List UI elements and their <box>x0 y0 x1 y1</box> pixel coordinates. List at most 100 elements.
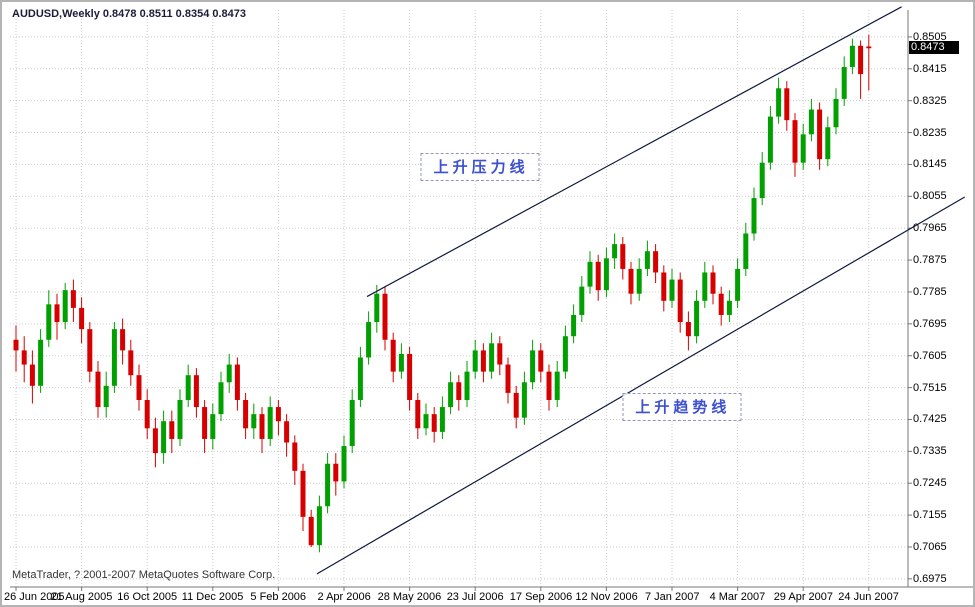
candle-body <box>210 414 216 439</box>
candle-body <box>431 414 437 432</box>
candle-body <box>505 364 511 393</box>
candle-body <box>316 506 322 546</box>
candle-body <box>800 134 806 163</box>
candle-body <box>792 120 798 163</box>
price-tick-label: 0.7785 <box>913 285 947 298</box>
date-tick-label: 16 Oct 2005 <box>117 591 178 603</box>
candle-body <box>464 371 470 400</box>
price-tick-label: 0.7875 <box>913 254 947 267</box>
candle-body <box>70 290 76 308</box>
trendline[interactable] <box>366 6 902 298</box>
candle-body <box>784 88 790 121</box>
candle-body <box>661 272 667 301</box>
candle-body <box>513 392 519 418</box>
price-tick-label: 0.7515 <box>913 381 947 394</box>
annotation-pressure-line-label[interactable]: 上升压力线 <box>420 152 540 181</box>
candle-body <box>308 516 314 546</box>
date-tick-label: 23 Jul 2006 <box>446 591 504 603</box>
candle-body <box>333 463 339 482</box>
candle-body <box>554 371 560 400</box>
candle-body <box>644 251 650 269</box>
candle-body <box>349 399 355 447</box>
candle-body <box>767 116 773 163</box>
candle-body <box>415 399 421 429</box>
candle-body <box>144 399 150 429</box>
price-tick-label: 0.7605 <box>913 349 947 362</box>
date-tick-label: 7 Jan 2007 <box>645 591 700 603</box>
candle-body <box>177 399 183 439</box>
candle-body <box>448 382 454 408</box>
candle-body <box>202 407 208 439</box>
price-tick-label: 0.7695 <box>913 317 947 330</box>
candle-body <box>169 421 175 439</box>
candle-body <box>456 382 462 400</box>
candle-body <box>284 421 290 443</box>
candle-body <box>251 414 257 429</box>
date-tick-label: 2 Apr 2006 <box>317 591 371 603</box>
candle-body <box>325 463 331 507</box>
candle-body <box>562 336 568 372</box>
candle-body <box>718 293 724 315</box>
price-tick-label: 0.8145 <box>913 158 947 171</box>
candle-body <box>13 339 19 351</box>
candle-body <box>38 339 44 386</box>
candle-body <box>866 46 872 49</box>
candle-body <box>743 233 749 269</box>
candle-body <box>21 350 27 365</box>
trendline[interactable] <box>316 196 966 575</box>
candle-body <box>128 350 134 376</box>
candle-body <box>776 88 782 117</box>
candle-body <box>710 272 716 294</box>
candle-body <box>612 244 618 259</box>
candle-body <box>161 421 167 454</box>
date-tick-label: 17 Sep 2006 <box>509 591 573 603</box>
candle-body <box>29 364 35 386</box>
candle-body <box>530 350 536 383</box>
candle-body <box>817 109 823 160</box>
candle-body <box>300 470 306 517</box>
candle-body <box>677 279 683 323</box>
candle-body <box>702 272 708 301</box>
candle-body <box>382 293 388 340</box>
candle-body <box>521 382 527 418</box>
candle-body <box>808 109 814 135</box>
candle-body <box>735 268 741 301</box>
price-tick-label: 0.7965 <box>913 222 947 235</box>
date-tick-label: 12 Nov 2006 <box>575 591 638 603</box>
candle-body <box>407 353 413 400</box>
candle-body <box>185 375 191 400</box>
price-tick-label: 0.6975 <box>913 572 947 585</box>
candle-body <box>603 258 609 291</box>
date-tick-label: 5 Feb 2006 <box>250 591 307 603</box>
candle-body <box>103 385 109 408</box>
candle-body <box>628 268 634 294</box>
candle-body <box>398 353 404 372</box>
candle-body <box>423 414 429 429</box>
candle-body <box>152 428 158 454</box>
candle-body <box>538 350 544 372</box>
candle-body <box>587 261 593 287</box>
price-tick-label: 0.7335 <box>913 445 947 458</box>
candle-body <box>136 375 142 400</box>
price-tick-label: 0.8325 <box>913 94 947 107</box>
candle-body <box>357 357 363 400</box>
price-tick-label: 0.8505 <box>913 30 947 43</box>
candle-body <box>571 314 577 337</box>
candle-body <box>111 329 117 386</box>
candle-body <box>480 350 486 372</box>
chart-title: AUDUSD,Weekly 0.8478 0.8511 0.8354 0.847… <box>12 8 247 20</box>
candle-body <box>374 293 380 323</box>
price-tick-label: 0.7155 <box>913 509 947 522</box>
candle-body <box>726 300 732 315</box>
candle-body <box>292 442 298 471</box>
candle-body <box>54 304 60 323</box>
candle-body <box>226 364 232 383</box>
annotation-trend-line-label[interactable]: 上升趋势线 <box>622 393 742 422</box>
candle-body <box>87 329 93 372</box>
candle-body <box>579 286 585 315</box>
candle-body <box>275 407 281 422</box>
candle-body <box>120 329 126 351</box>
date-tick-label: 11 Dec 2005 <box>181 591 244 603</box>
candle-body <box>653 251 659 273</box>
